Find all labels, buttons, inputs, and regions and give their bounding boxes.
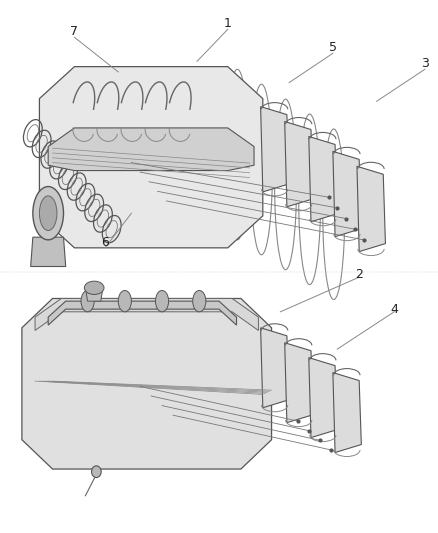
Polygon shape <box>85 288 103 301</box>
Ellipse shape <box>33 187 64 240</box>
Ellipse shape <box>193 290 206 312</box>
Polygon shape <box>48 301 237 325</box>
Ellipse shape <box>155 290 169 312</box>
Text: 7: 7 <box>71 26 78 38</box>
Ellipse shape <box>84 281 104 294</box>
Polygon shape <box>309 358 337 438</box>
Polygon shape <box>333 151 361 237</box>
Polygon shape <box>261 107 289 192</box>
Ellipse shape <box>118 290 131 312</box>
Text: 1: 1 <box>224 18 232 30</box>
Polygon shape <box>333 373 361 453</box>
Text: 4: 4 <box>390 303 398 316</box>
Polygon shape <box>285 343 313 423</box>
Text: 6: 6 <box>101 236 109 249</box>
Text: 5: 5 <box>329 42 337 54</box>
Text: 2: 2 <box>355 268 363 281</box>
Text: 3: 3 <box>421 58 429 70</box>
Polygon shape <box>39 67 263 248</box>
Polygon shape <box>309 136 337 222</box>
Ellipse shape <box>39 196 57 230</box>
Ellipse shape <box>81 290 94 312</box>
Polygon shape <box>48 128 254 171</box>
Polygon shape <box>357 166 385 252</box>
Polygon shape <box>22 298 272 469</box>
Polygon shape <box>285 122 313 207</box>
Polygon shape <box>31 237 66 266</box>
Polygon shape <box>261 328 289 408</box>
Ellipse shape <box>92 466 101 478</box>
Polygon shape <box>35 298 258 330</box>
